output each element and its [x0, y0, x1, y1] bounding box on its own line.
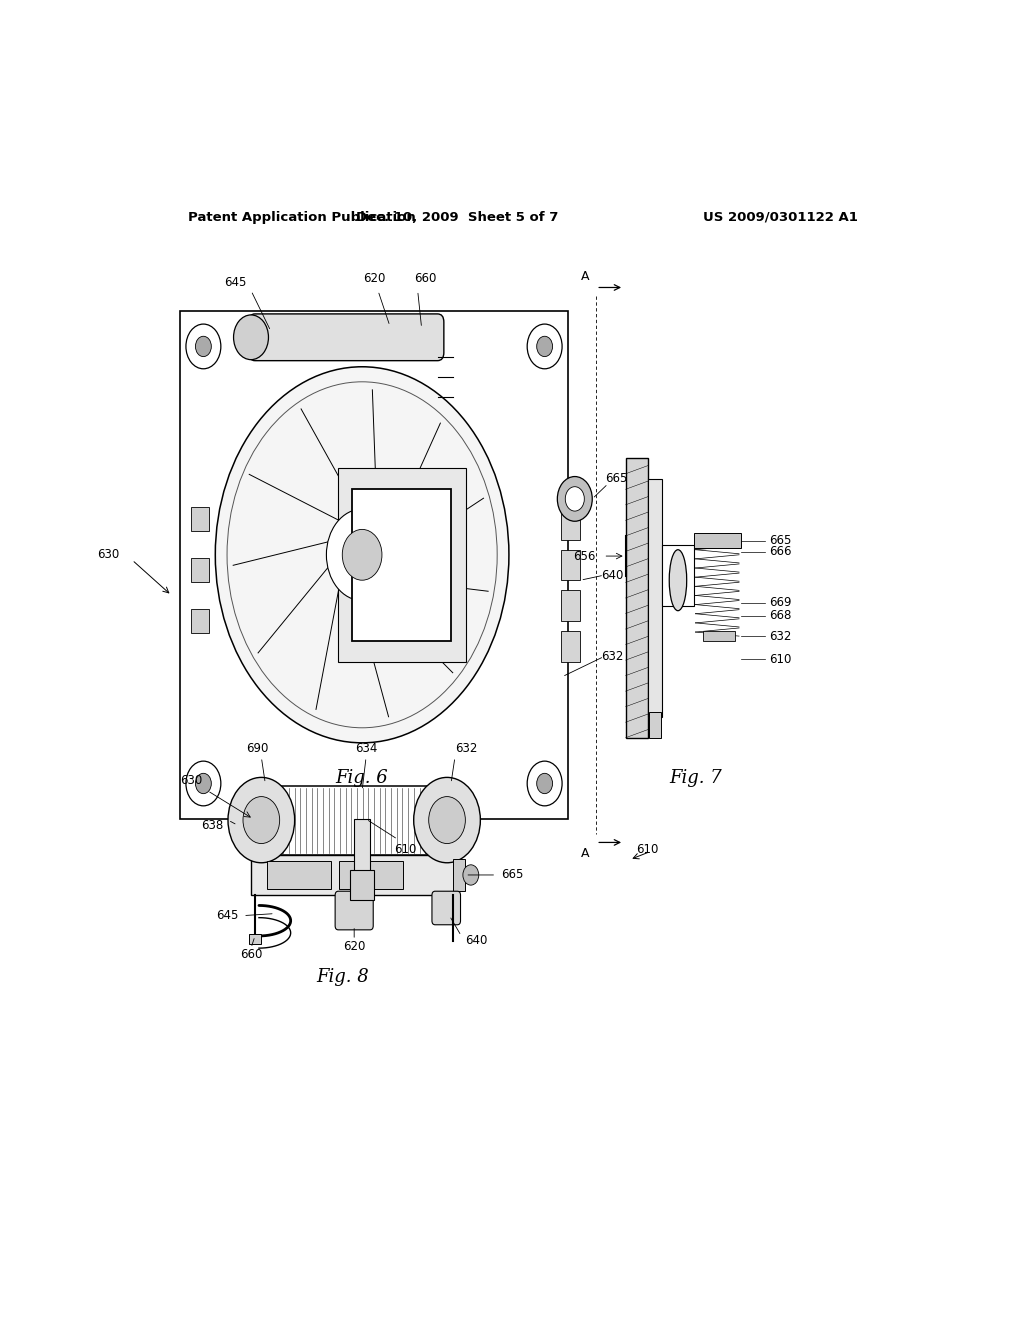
Text: 666: 666 [769, 545, 792, 558]
Circle shape [186, 325, 221, 368]
Text: 660: 660 [240, 948, 262, 961]
Bar [560, 590, 581, 620]
Circle shape [527, 325, 562, 368]
Bar [649, 713, 662, 738]
Bar [694, 533, 741, 548]
Text: 665: 665 [605, 473, 628, 484]
Ellipse shape [670, 549, 687, 611]
Bar [267, 861, 331, 890]
Bar [352, 488, 452, 642]
Bar [350, 870, 374, 900]
Circle shape [196, 337, 211, 356]
Circle shape [228, 777, 295, 863]
Text: 668: 668 [769, 610, 792, 622]
Text: Fig. 7: Fig. 7 [669, 770, 722, 788]
Text: 645: 645 [216, 909, 239, 923]
Circle shape [196, 774, 211, 793]
Bar [251, 854, 458, 895]
Text: 665: 665 [769, 535, 792, 546]
Text: Dec. 10, 2009  Sheet 5 of 7: Dec. 10, 2009 Sheet 5 of 7 [356, 211, 558, 224]
Bar [263, 785, 445, 854]
Bar [560, 631, 581, 661]
Text: 610: 610 [769, 653, 792, 667]
Circle shape [215, 367, 509, 743]
Text: 669: 669 [769, 597, 792, 609]
Text: 610: 610 [636, 843, 658, 857]
Bar [454, 859, 465, 891]
Circle shape [243, 796, 280, 843]
Text: 665: 665 [501, 869, 523, 882]
Text: A: A [582, 846, 590, 859]
Circle shape [527, 762, 562, 805]
Circle shape [186, 762, 221, 805]
FancyBboxPatch shape [432, 891, 461, 925]
Circle shape [463, 865, 479, 886]
Text: 638: 638 [201, 818, 223, 832]
Text: Patent Application Publication: Patent Application Publication [187, 211, 416, 224]
Text: 630: 630 [180, 774, 203, 787]
Bar [354, 818, 370, 875]
Circle shape [565, 487, 585, 511]
Text: 632: 632 [769, 630, 792, 643]
Bar [249, 935, 261, 944]
FancyBboxPatch shape [335, 891, 373, 929]
Text: 656: 656 [573, 549, 595, 562]
Text: 634: 634 [355, 742, 377, 755]
Bar [338, 469, 466, 661]
Bar [191, 507, 209, 532]
Circle shape [414, 777, 480, 863]
Text: Fig. 8: Fig. 8 [315, 968, 369, 986]
Bar [560, 549, 581, 581]
Text: 640: 640 [465, 933, 487, 946]
Bar [179, 312, 568, 818]
Text: 645: 645 [224, 276, 247, 289]
Bar [560, 510, 581, 540]
Text: 660: 660 [415, 272, 437, 285]
Text: 630: 630 [97, 548, 119, 561]
Text: Fig. 6: Fig. 6 [336, 770, 388, 788]
Text: 610: 610 [394, 843, 417, 857]
Text: A: A [582, 271, 590, 284]
Bar [191, 558, 209, 582]
Text: 640: 640 [601, 569, 624, 582]
Text: 632: 632 [455, 742, 477, 755]
FancyBboxPatch shape [249, 314, 443, 360]
Bar [703, 631, 735, 642]
Bar [663, 545, 694, 606]
Text: US 2009/0301122 A1: US 2009/0301122 A1 [703, 211, 858, 224]
Circle shape [342, 529, 382, 581]
Bar [339, 861, 402, 890]
Text: 620: 620 [343, 940, 366, 953]
Circle shape [233, 315, 268, 359]
Bar [648, 479, 663, 718]
Circle shape [537, 774, 553, 793]
Circle shape [327, 510, 397, 601]
Circle shape [557, 477, 592, 521]
Text: 632: 632 [601, 649, 624, 663]
Text: 690: 690 [246, 742, 268, 755]
Text: 620: 620 [362, 272, 385, 285]
Circle shape [537, 337, 553, 356]
Bar [626, 458, 648, 738]
Bar [191, 609, 209, 634]
Circle shape [429, 796, 465, 843]
